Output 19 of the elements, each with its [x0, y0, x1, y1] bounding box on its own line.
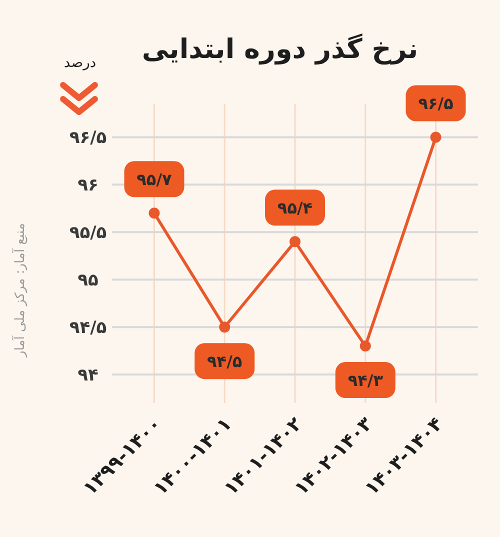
- point: [360, 340, 371, 352]
- data-label: ۹۵/۴: [277, 198, 313, 218]
- y-axis-title: درصد: [64, 55, 96, 71]
- point: [148, 208, 160, 219]
- data-label: ۹۵/۷: [136, 170, 172, 190]
- point: [430, 132, 442, 143]
- y-tick-label: ۹۵: [78, 270, 98, 291]
- y-tick-label: ۹۶: [78, 176, 98, 196]
- point: [219, 322, 230, 333]
- y-tick-label: ۹۶/۵: [69, 128, 107, 148]
- y-tick-label: ۹۴: [78, 366, 98, 386]
- text: منبع آمار: مرکز ملی آمار: [11, 223, 28, 358]
- data-label: ۹۶/۵: [418, 94, 454, 114]
- y-tick-label: ۹۴/۵: [69, 318, 107, 338]
- point: [290, 236, 300, 248]
- chart-title: نرخ گذر دوره ابتدایی: [142, 33, 418, 65]
- data-label: ۹۴/۳: [348, 371, 384, 390]
- y-tick-label: ۹۵/۵: [69, 223, 107, 244]
- data-label: ۹۴/۵: [207, 352, 242, 372]
